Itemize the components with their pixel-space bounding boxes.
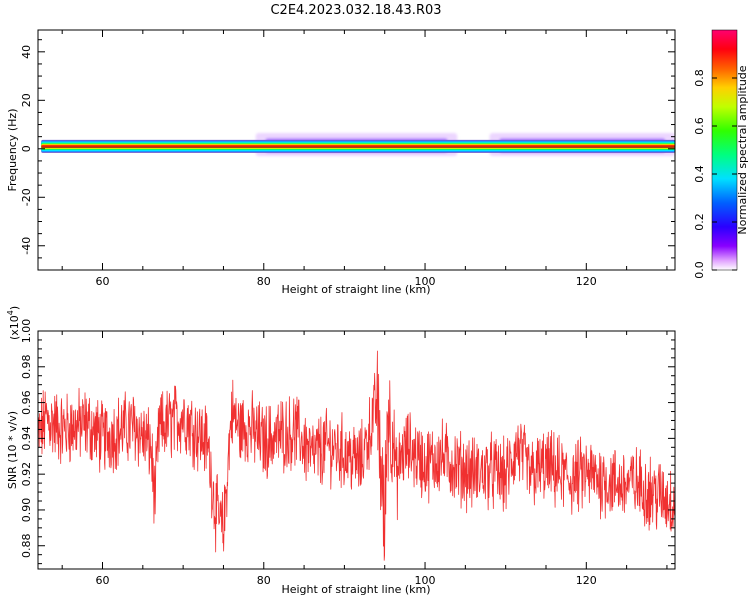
y-tick-label: 0.90 [20,498,33,523]
snr-series-line [38,350,675,561]
spectrogram-x-label: Height of straight line (km) [281,283,430,296]
snr-x-label: Height of straight line (km) [281,583,430,596]
x-tick-label: 120 [576,574,597,587]
colorbar-label: Normalized spectral amplitude [736,65,749,234]
snr-frame [37,330,676,570]
colorbar-strip [711,29,738,271]
figure-title: C2E4.2023.032.18.43.R03 [270,3,441,18]
spectrogram-frame [37,29,676,271]
y-tick-label: 20 [20,93,33,107]
colorbar: 0.0 0.2 0.4 0.6 0.8 Normalized spectral ampl… [693,29,749,279]
y-tick-label: 1.00 [20,319,33,344]
snr-plot-area [38,350,675,561]
y-tick-label: -40 [20,237,33,255]
colorbar-ticks: 0.0 0.2 0.4 0.6 0.8 [693,69,737,279]
y-tick-label: 0.92 [20,462,33,487]
x-tick-label: 60 [96,275,110,288]
colorbar-tick-label: 0.6 [693,117,706,135]
snr-y-label: SNR (10 * v/v) [6,411,19,489]
snr-x-ticks: 60 80 100 120 [61,331,668,587]
snr-panel: 60 80 100 120 0.880.900.920.940.960.981.00 … [6,306,676,596]
y-tick-label: 0.88 [20,533,33,558]
x-tick-label: 100 [415,574,436,587]
colorbar-tick-label: 0.4 [693,165,706,183]
snr-y-ticks: 0.88 0.90 0.92 0.94 0.96 0.98 1.00 [20,319,675,565]
colorbar-tick-label: 0.2 [693,213,706,231]
x-tick-label: 80 [257,275,271,288]
spectrogram-band [41,139,675,153]
x-tick-label: 100 [415,275,436,288]
y-tick-label: 0.96 [20,390,33,415]
y-tick-label: 0 [20,145,33,152]
colorbar-tick-label: 0.0 [693,261,706,279]
spectrogram-y-ticks: -40 -20 0 20 40 [20,39,675,271]
spectrogram-plot-area [41,133,675,157]
x-tick-label: 120 [576,275,597,288]
y-tick-label: -20 [20,188,33,206]
y-tick-label: 0.94 [20,426,33,451]
spectrogram-x-ticks: 60 80 100 120 [61,30,668,288]
y-tick-label: 40 [20,45,33,59]
spectrogram-panel: 60 80 100 120 -40 -20 0 20 40 Height of straigh… [6,29,676,296]
spectrogram-y-label: Frequency (Hz) [6,109,19,192]
x-tick-label: 60 [96,574,110,587]
y-tick-label: 0.98 [20,355,33,380]
snr-y-multiplier: (x104) [6,306,21,340]
colorbar-tick-label: 0.8 [693,69,706,87]
x-tick-label: 80 [257,574,271,587]
